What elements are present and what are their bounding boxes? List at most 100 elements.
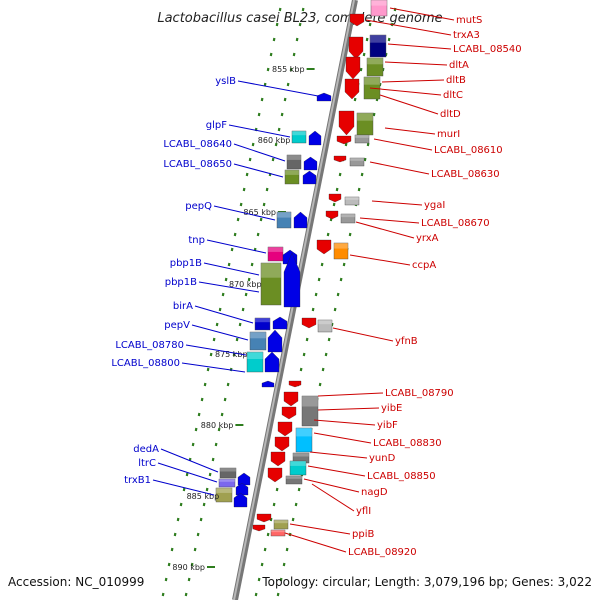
gene-block-ltrC [218, 478, 236, 488]
tick-mark [353, 97, 357, 102]
gene-block-ygaI-shine [345, 197, 359, 200]
tick-mark [277, 127, 281, 132]
gene-label-right: trxA3 [453, 30, 480, 41]
gene-label-right: ygaI [424, 200, 445, 211]
tick-mark [272, 502, 276, 507]
gene-label-left: pbp1B [165, 277, 197, 288]
tick-mark [265, 187, 269, 192]
gene-block-08540 [369, 34, 387, 58]
tick-mark [203, 382, 207, 387]
gene-block-mutS [370, 0, 388, 17]
tick-mark [206, 367, 210, 372]
tick-mark [248, 157, 252, 162]
gene-leader-right [384, 61, 448, 66]
gene-arrow-08640 [303, 156, 318, 171]
gene-leader-right [384, 127, 436, 135]
tick-mark [251, 142, 255, 147]
tick-mark [360, 172, 364, 177]
gene-block-08670 [340, 213, 356, 224]
tick-mark [257, 112, 261, 117]
tick-mark [196, 532, 200, 537]
tick-mark [176, 517, 180, 522]
tick-mark [320, 262, 324, 267]
ruler-label: 890 kbp [172, 563, 205, 572]
gene-arrow-08920 [252, 524, 266, 532]
gene-label-right: LCABL_08850 [367, 471, 436, 482]
gene-label-right: yunD [369, 453, 396, 464]
tick-mark [305, 337, 309, 342]
tick-mark [326, 232, 330, 237]
tick-mark [218, 307, 222, 312]
gene-block-ppiB-shine [274, 520, 288, 524]
gene-block-08830 [295, 427, 313, 453]
gene-block-pepQ-shine [277, 212, 291, 218]
gene-block-mutS-shine [371, 0, 387, 6]
gene-label-right: LCABL_08630 [431, 169, 500, 180]
gene-arrow-dltB [344, 78, 360, 100]
gene-leader-left [213, 205, 276, 221]
ruler-label: 860 kbp [258, 136, 291, 145]
tick-mark [327, 337, 331, 342]
tick-mark [194, 427, 198, 432]
tick-mark [286, 82, 290, 87]
gene-label-right: yflI [356, 506, 371, 517]
gene-block-ccpA-shine [334, 243, 348, 249]
gene-arrow-08650 [302, 170, 317, 185]
gene-leader-left [152, 479, 215, 496]
gene-arrow-pepQ [293, 211, 308, 229]
tick-mark [202, 502, 206, 507]
gene-label-right: ppiB [352, 529, 374, 540]
gene-block-pepV-shine [250, 332, 266, 339]
gene-leader-left [191, 324, 249, 341]
tick-mark [260, 97, 264, 102]
gene-block-dltA [366, 57, 384, 77]
tick-mark [336, 292, 340, 297]
tick-mark [256, 232, 260, 237]
gene-label-right: nagD [361, 487, 388, 498]
gene-block-yfnB-shine [318, 320, 332, 325]
gene-leader-left [194, 305, 254, 324]
gene-arrow-birA [272, 316, 288, 330]
tick-mark [266, 67, 270, 72]
tick-mark [205, 487, 209, 492]
tick-mark [236, 217, 240, 222]
tick-mark [289, 67, 293, 72]
gene-label-right: LCABL_08790 [385, 388, 454, 399]
gene-label-left: birA [173, 301, 193, 312]
gene-leader-right [389, 7, 455, 21]
gene-block-08800 [246, 351, 264, 373]
tick-mark [372, 112, 376, 117]
gene-arrow-ygaI [328, 193, 342, 203]
gene-label-left: yslB [215, 76, 236, 87]
accession-text: Accession: NC_010999 [8, 575, 145, 589]
tick-mark [338, 172, 342, 177]
gene-arrow-yibE [283, 391, 299, 407]
tick-mark [271, 157, 275, 162]
tick-mark [233, 232, 237, 237]
gene-label-left: pepQ [185, 201, 212, 212]
tick-mark [220, 412, 224, 417]
tick-mark [250, 262, 254, 267]
tick-mark [366, 142, 370, 147]
gene-block-dltB-shine [364, 77, 380, 85]
gene-block-ppiB [273, 519, 289, 530]
gene-label-left: ltrC [138, 458, 156, 469]
gene-label-right: yrxA [416, 233, 439, 244]
gene-leader-right [309, 451, 368, 459]
ruler-label: 880 kbp [201, 421, 234, 430]
gene-leader-left [237, 80, 319, 97]
tick-mark [359, 67, 363, 72]
gene-block-birA [254, 317, 271, 331]
tick-mark [212, 337, 216, 342]
gene-block-08920-shine [271, 530, 285, 533]
gene-leader-right [284, 532, 347, 553]
gene-block-08540-shine [370, 35, 386, 43]
tick-mark [259, 217, 263, 222]
tick-mark [302, 352, 306, 357]
tick-mark [321, 367, 325, 372]
gene-block-08650-shine [285, 170, 299, 175]
gene-arrow-08630 [333, 155, 347, 163]
tick-mark [291, 517, 295, 522]
tick-mark [282, 562, 286, 567]
